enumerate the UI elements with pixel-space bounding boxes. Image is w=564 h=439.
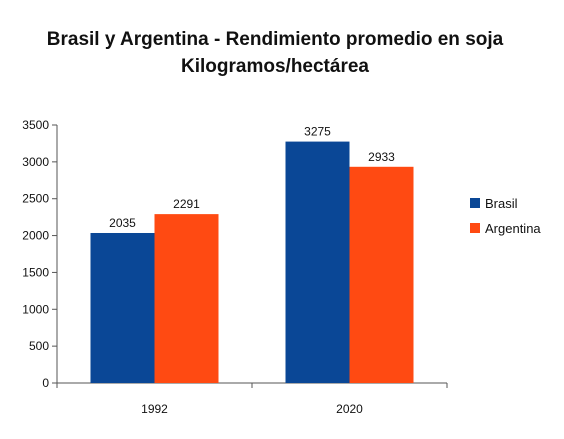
bar-argentina-2020	[349, 166, 414, 383]
data-label: 2291	[173, 197, 200, 211]
bar-brasil-1992	[90, 232, 155, 383]
y-tick-label: 3500	[22, 118, 49, 132]
plot-area: 0 500 1000 1500 2000 2500 3000 3500 2035 2291 1992…	[22, 118, 448, 416]
legend-label-argentina: Argentina	[485, 221, 541, 236]
x-tick-label: 2020	[336, 402, 363, 416]
legend-swatch-brasil	[470, 198, 480, 208]
y-tick-label: 2500	[22, 192, 49, 206]
data-label: 2035	[109, 216, 136, 230]
y-tick-label: 3000	[22, 155, 49, 169]
y-tick-label: 1000	[22, 302, 49, 316]
x-tick-label: 1992	[141, 402, 168, 416]
chart-subtitle: Kilogramos/hectárea	[181, 56, 369, 77]
data-label: 2933	[368, 150, 395, 164]
chart-title: Brasil y Argentina - Rendimiento promedi…	[47, 29, 504, 50]
legend-swatch-argentina	[470, 223, 480, 233]
legend-label-brasil: Brasil	[485, 196, 518, 211]
y-tick-label: 2000	[22, 229, 49, 243]
bar-argentina-1992	[154, 214, 219, 383]
bar-brasil-2020	[285, 141, 350, 383]
legend: Brasil Argentina	[470, 196, 541, 236]
y-tick-label: 1500	[22, 265, 49, 279]
data-label: 3275	[304, 125, 331, 139]
y-tick-label: 0	[42, 376, 49, 390]
y-tick-label: 500	[29, 339, 49, 353]
